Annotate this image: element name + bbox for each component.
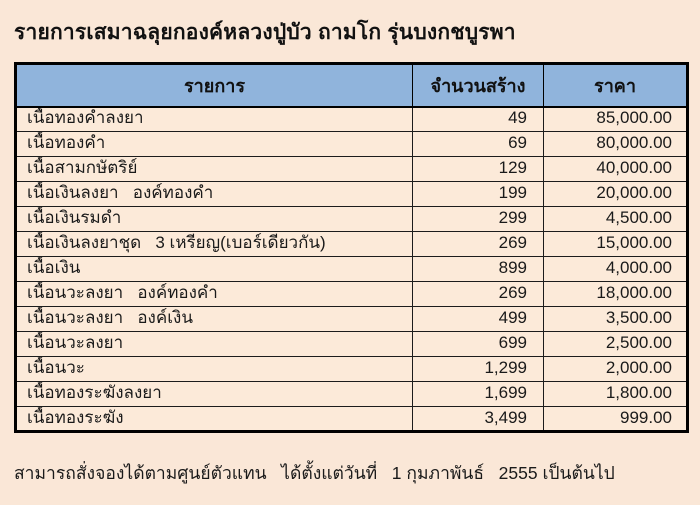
price-table-header: รายการ จำนวนสร้าง ราคา xyxy=(15,63,688,108)
page-title: รายการเสมาฉลุยกองค์หลวงปู่บัว ถามโก รุ่น… xyxy=(14,21,516,44)
price-cell: 2,000.00 xyxy=(543,356,688,382)
column-header-price: ราคา xyxy=(543,63,688,108)
table-row: เนื้อนวะลงยา องค์ทองคำ 269 18,000.00 xyxy=(15,281,688,307)
item-name-cell: เนื้อนวะลงยา xyxy=(15,331,413,357)
table-row: เนื้อสามกษัตริย์ 129 40,000.00 xyxy=(15,156,688,182)
table-row: เนื้อทองคำลงยา 49 85,000.00 xyxy=(15,106,688,132)
table-row: เนื้อเงินลงยา องค์ทองคำ 199 20,000.00 xyxy=(15,181,688,207)
price-cell: 999.00 xyxy=(543,406,688,432)
table-row: เนื้อเงิน 899 4,000.00 xyxy=(15,256,688,282)
price-cell: 18,000.00 xyxy=(543,281,688,307)
price-cell: 40,000.00 xyxy=(543,156,688,182)
item-name-cell: เนื้อเงินลงยา องค์ทองคำ xyxy=(15,181,413,207)
footer-note: สามารถสั่งจองได้ตามศูนย์ตัวแทน ได้ตั้งแต… xyxy=(14,463,615,483)
price-cell: 3,500.00 xyxy=(543,306,688,332)
item-name-cell: เนื้อทองระฆัง xyxy=(15,406,413,432)
column-header-quantity: จำนวนสร้าง xyxy=(412,63,544,108)
table-row: เนื้อทองระฆัง 3,499 999.00 xyxy=(15,406,688,432)
table-row: เนื้อนวะลงยา 699 2,500.00 xyxy=(15,331,688,357)
item-name-cell: เนื้อทองระฆังลงยา xyxy=(15,381,413,407)
quantity-cell: 499 xyxy=(412,306,544,332)
quantity-cell: 1,699 xyxy=(412,381,544,407)
quantity-cell: 199 xyxy=(412,181,544,207)
quantity-cell: 3,499 xyxy=(412,406,544,432)
item-name-cell: เนื้อนวะลงยา องค์เงิน xyxy=(15,306,413,332)
price-table: รายการ จำนวนสร้าง ราคา เนื้อทองคำลงยา 49… xyxy=(14,62,689,433)
price-cell: 20,000.00 xyxy=(543,181,688,207)
price-cell: 2,500.00 xyxy=(543,331,688,357)
quantity-cell: 899 xyxy=(412,256,544,282)
table-row: เนื้อนวะ 1,299 2,000.00 xyxy=(15,356,688,382)
item-name-cell: เนื้อเงินลงยาชุด 3 เหรียญ(เบอร์เดียวกัน) xyxy=(15,231,413,257)
table-row: เนื้อเงินรมดำ 299 4,500.00 xyxy=(15,206,688,232)
item-name-cell: เนื้อทองคำลงยา xyxy=(15,106,413,132)
table-row: เนื้อทองระฆังลงยา 1,699 1,800.00 xyxy=(15,381,688,407)
item-name-cell: เนื้อเงิน xyxy=(15,256,413,282)
price-cell: 4,500.00 xyxy=(543,206,688,232)
item-name-cell: เนื้อเงินรมดำ xyxy=(15,206,413,232)
price-cell: 85,000.00 xyxy=(543,106,688,132)
price-table-body: เนื้อทองคำลงยา 49 85,000.00 เนื้อทองคำ 6… xyxy=(15,106,688,432)
table-row: เนื้อนวะลงยา องค์เงิน 499 3,500.00 xyxy=(15,306,688,332)
quantity-cell: 1,299 xyxy=(412,356,544,382)
quantity-cell: 49 xyxy=(412,106,544,132)
item-name-cell: เนื้อนวะ xyxy=(15,356,413,382)
price-cell: 1,800.00 xyxy=(543,381,688,407)
quantity-cell: 269 xyxy=(412,231,544,257)
quantity-cell: 269 xyxy=(412,281,544,307)
column-header-item: รายการ xyxy=(15,63,413,108)
header-row: รายการ จำนวนสร้าง ราคา xyxy=(15,63,688,108)
quantity-cell: 699 xyxy=(412,331,544,357)
quantity-cell: 129 xyxy=(412,156,544,182)
item-name-cell: เนื้อทองคำ xyxy=(15,131,413,157)
item-name-cell: เนื้อนวะลงยา องค์ทองคำ xyxy=(15,281,413,307)
price-cell: 15,000.00 xyxy=(543,231,688,257)
quantity-cell: 69 xyxy=(412,131,544,157)
item-name-cell: เนื้อสามกษัตริย์ xyxy=(15,156,413,182)
price-cell: 4,000.00 xyxy=(543,256,688,282)
quantity-cell: 299 xyxy=(412,206,544,232)
price-cell: 80,000.00 xyxy=(543,131,688,157)
table-row: เนื้อทองคำ 69 80,000.00 xyxy=(15,131,688,157)
table-row: เนื้อเงินลงยาชุด 3 เหรียญ(เบอร์เดียวกัน)… xyxy=(15,231,688,257)
